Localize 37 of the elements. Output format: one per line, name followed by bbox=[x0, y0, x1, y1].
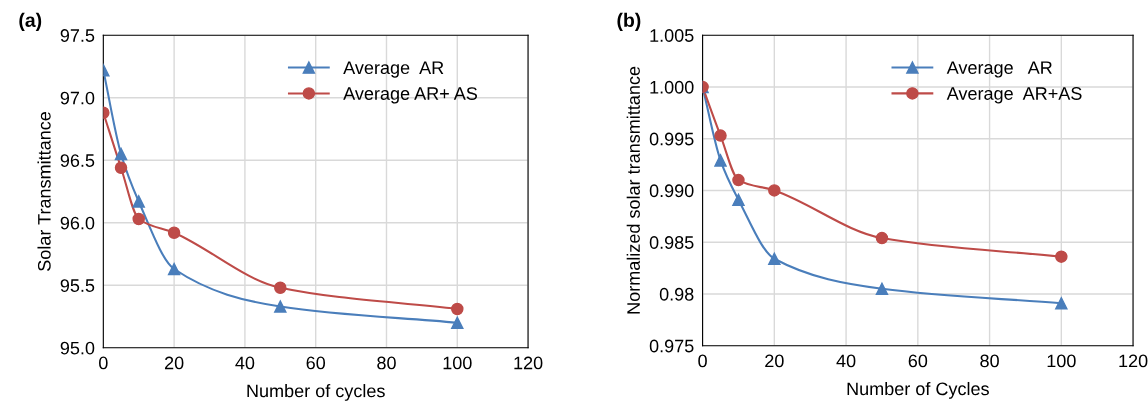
chart-title: (b) bbox=[617, 12, 641, 31]
x-tick-label: 0 bbox=[698, 354, 707, 368]
legend-label: Average AR bbox=[343, 61, 444, 78]
y-tick-label: 1.000 bbox=[650, 80, 694, 94]
x-axis-title: Number of cycles bbox=[247, 384, 385, 401]
x-tick-label: 60 bbox=[306, 356, 326, 370]
y-tick-label: 97.5 bbox=[60, 29, 95, 42]
x-tick-label: 120 bbox=[514, 356, 543, 370]
y-tick-label: 1.005 bbox=[650, 29, 694, 42]
x-tick-label: 40 bbox=[235, 356, 255, 370]
x-tick-label: 80 bbox=[980, 354, 999, 368]
x-tick-label: 80 bbox=[377, 356, 396, 370]
y-tick-label: 95.0 bbox=[60, 341, 95, 355]
y-tick-label: 97.0 bbox=[60, 91, 95, 105]
y-tick-label: 0.98 bbox=[659, 287, 694, 301]
x-tick-label: 60 bbox=[908, 354, 928, 368]
x-tick-label: 100 bbox=[443, 356, 472, 370]
x-axis-title: Number of Cycles bbox=[847, 381, 989, 399]
legend-label: Average AR+ AS bbox=[343, 87, 478, 104]
x-tick-label: 20 bbox=[164, 356, 184, 370]
x-tick-label: 40 bbox=[836, 354, 856, 368]
y-tick-label: 0.985 bbox=[649, 236, 694, 249]
x-tick-label: 20 bbox=[765, 354, 784, 368]
chart-title: (a) bbox=[19, 12, 42, 31]
y-tick-label: 0.975 bbox=[649, 339, 694, 353]
legend-label: Average AR bbox=[946, 61, 1052, 78]
y-tick-label: 96.5 bbox=[60, 154, 95, 167]
y-tick-label: 96.0 bbox=[60, 216, 95, 230]
y-tick-label: 0.990 bbox=[649, 184, 694, 198]
x-tick-label: 0 bbox=[99, 356, 108, 370]
y-tick-label: 0.995 bbox=[649, 132, 694, 146]
y-tick-label: 95.5 bbox=[60, 279, 95, 292]
y-axis-title: Solar Transmittance bbox=[37, 111, 51, 271]
legend-label: Average AR+AS bbox=[946, 87, 1082, 104]
y-axis-title: Normalized solar transmittance bbox=[626, 66, 640, 314]
x-tick-label: 120 bbox=[1119, 354, 1148, 368]
x-tick-label: 100 bbox=[1047, 354, 1076, 368]
